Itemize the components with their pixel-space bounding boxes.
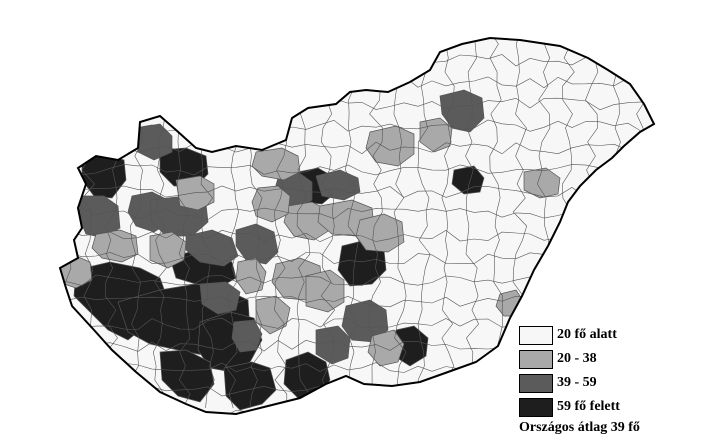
district-border-line bbox=[417, 38, 431, 409]
region-20-38 bbox=[355, 213, 405, 253]
legend-item-1: 20 fő alatt bbox=[519, 326, 704, 350]
legend-label-3: 39 - 59 bbox=[557, 375, 597, 390]
region-over-59 bbox=[451, 165, 485, 195]
district-border-line bbox=[60, 38, 72, 409]
region-39-59 bbox=[185, 229, 239, 267]
region-39-59 bbox=[235, 223, 279, 265]
legend-label-1: 20 fő alatt bbox=[557, 327, 617, 342]
legend-item-4: 59 fő felett bbox=[519, 398, 704, 422]
region-20-38 bbox=[251, 185, 291, 223]
legend-item-2: 20 - 38 bbox=[519, 350, 704, 374]
region-20-38 bbox=[367, 329, 405, 367]
district-border-line bbox=[465, 38, 480, 409]
country-border bbox=[58, 36, 656, 416]
district-border-line bbox=[33, 30, 46, 408]
legend-label-2: 20 - 38 bbox=[557, 351, 597, 366]
legend-item-3: 39 - 59 bbox=[519, 374, 704, 398]
district-border-line bbox=[488, 38, 504, 409]
legend-swatch-3 bbox=[519, 374, 553, 393]
national-average-note: Országos átlag 39 fő bbox=[519, 420, 640, 435]
legend-swatch-4 bbox=[519, 398, 553, 417]
region-39-59 bbox=[315, 325, 351, 365]
district-border-line bbox=[441, 38, 455, 409]
region-over-59 bbox=[159, 349, 215, 403]
district-border-line bbox=[60, 164, 654, 176]
legend-swatch-2 bbox=[519, 350, 553, 369]
region-20-38 bbox=[149, 231, 187, 269]
region-39-59 bbox=[439, 89, 485, 133]
region-20-38 bbox=[523, 167, 561, 199]
legend-label-4: 59 fő felett bbox=[557, 399, 620, 414]
region-20-38 bbox=[283, 201, 331, 241]
region-over-59 bbox=[223, 361, 277, 411]
legend-swatch-1 bbox=[519, 326, 553, 345]
map-legend: 20 fő alatt 20 - 38 39 - 59 59 fő felett bbox=[519, 326, 704, 422]
